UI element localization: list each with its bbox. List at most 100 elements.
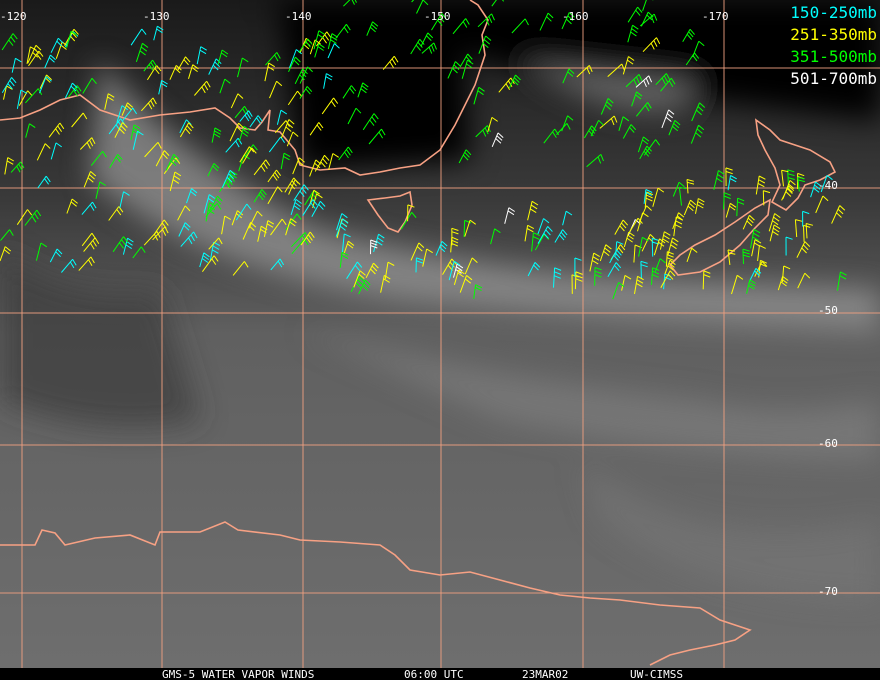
wind-barb (83, 171, 97, 188)
wind-barb (358, 279, 371, 295)
wind-barb (341, 233, 351, 254)
wind-barb (612, 282, 625, 300)
wind-barb (452, 18, 470, 35)
wind-barb (366, 21, 379, 36)
wind-barb (335, 218, 349, 237)
wind-barb (820, 175, 833, 193)
wind-barb (562, 68, 575, 84)
wind-barb (267, 186, 283, 205)
wind-barb (39, 76, 52, 94)
wind-barb (781, 185, 795, 201)
wind-barb (794, 219, 803, 238)
wind-barb (109, 154, 123, 168)
wind-barb (725, 202, 737, 218)
wind-barb (365, 262, 379, 279)
wind-barb (177, 56, 191, 71)
footer-bar (0, 668, 880, 680)
wind-barb (49, 248, 63, 263)
wind-barb (336, 213, 348, 231)
wind-barb (574, 271, 583, 290)
footer-text: UW-CIMSS (630, 668, 683, 680)
wind-barb (114, 122, 128, 138)
wind-barb (280, 119, 295, 139)
latitude-label: -70 (818, 585, 838, 598)
wind-barb (723, 192, 731, 210)
wind-barb (810, 181, 822, 198)
wind-barb (83, 237, 100, 252)
wind-barb (178, 222, 191, 237)
wind-barb (144, 141, 162, 158)
wind-barb (199, 252, 210, 268)
wind-barb (631, 91, 643, 107)
wind-barb (315, 31, 332, 47)
wind-barb (122, 237, 134, 255)
longitude-label: -140 (285, 10, 312, 23)
wind-barb (410, 38, 425, 55)
wind-barb (453, 269, 465, 286)
wind-barb (583, 125, 597, 139)
wind-barb (640, 260, 648, 279)
wind-barb (1, 77, 17, 94)
wind-barb (314, 43, 325, 58)
wind-barb (313, 30, 325, 50)
wind-barb (225, 137, 243, 153)
wind-barb (643, 188, 653, 204)
wind-barb (219, 78, 231, 94)
wind-barb (0, 246, 12, 262)
wind-barb (600, 98, 614, 115)
wind-barb (421, 42, 437, 54)
wind-barb (599, 115, 618, 129)
wind-barb (574, 257, 582, 277)
wind-barb (66, 198, 78, 214)
wind-barb (637, 136, 650, 153)
wind-barb (309, 122, 324, 136)
wind-barb (121, 102, 134, 116)
wind-barb (504, 207, 515, 224)
wind-barb (627, 6, 643, 23)
wind-barb (288, 56, 301, 73)
coastlines (0, 0, 837, 666)
wind-barb (280, 152, 291, 170)
wind-barb (453, 263, 464, 278)
wind-barb (298, 38, 313, 53)
wind-barb (286, 131, 299, 147)
wind-barb (132, 130, 144, 150)
wind-barb (781, 265, 791, 283)
wind-barb (35, 242, 48, 261)
wind-barb (594, 267, 602, 286)
wind-barb (599, 244, 612, 262)
footer-text: 23MAR02 (522, 668, 568, 680)
wind-barb (836, 271, 847, 291)
wind-barb (562, 210, 573, 226)
wind-barb (727, 249, 736, 265)
wind-barb (777, 275, 789, 291)
wind-barb (797, 176, 806, 192)
wind-barb (757, 244, 766, 262)
wind-barb (655, 73, 671, 86)
wind-barb (422, 248, 433, 267)
latitude-labels: -40 -50 -60 -70 (818, 179, 838, 598)
wind-barb (339, 251, 349, 268)
wind-barb (188, 64, 199, 79)
wind-barb (249, 115, 263, 128)
wind-barb (491, 0, 505, 7)
wind-barb (639, 13, 658, 27)
wind-barb (208, 237, 223, 250)
wind-barb (665, 251, 674, 267)
wind-barb (263, 220, 275, 238)
wind-barb (527, 262, 541, 277)
wind-barb (130, 124, 141, 141)
wind-barb (239, 146, 255, 163)
wind-barb (527, 200, 539, 221)
wind-barb (556, 123, 571, 136)
wind-barb (290, 198, 302, 216)
wind-barb (304, 190, 319, 206)
wind-barb (511, 18, 529, 34)
wind-barb (644, 191, 654, 208)
wind-barb (668, 120, 681, 136)
longitude-label: -170 (702, 10, 729, 23)
wind-barb (368, 128, 386, 145)
wind-barb (686, 247, 698, 263)
wind-barb (622, 56, 635, 75)
longitude-label: -150 (424, 10, 451, 23)
